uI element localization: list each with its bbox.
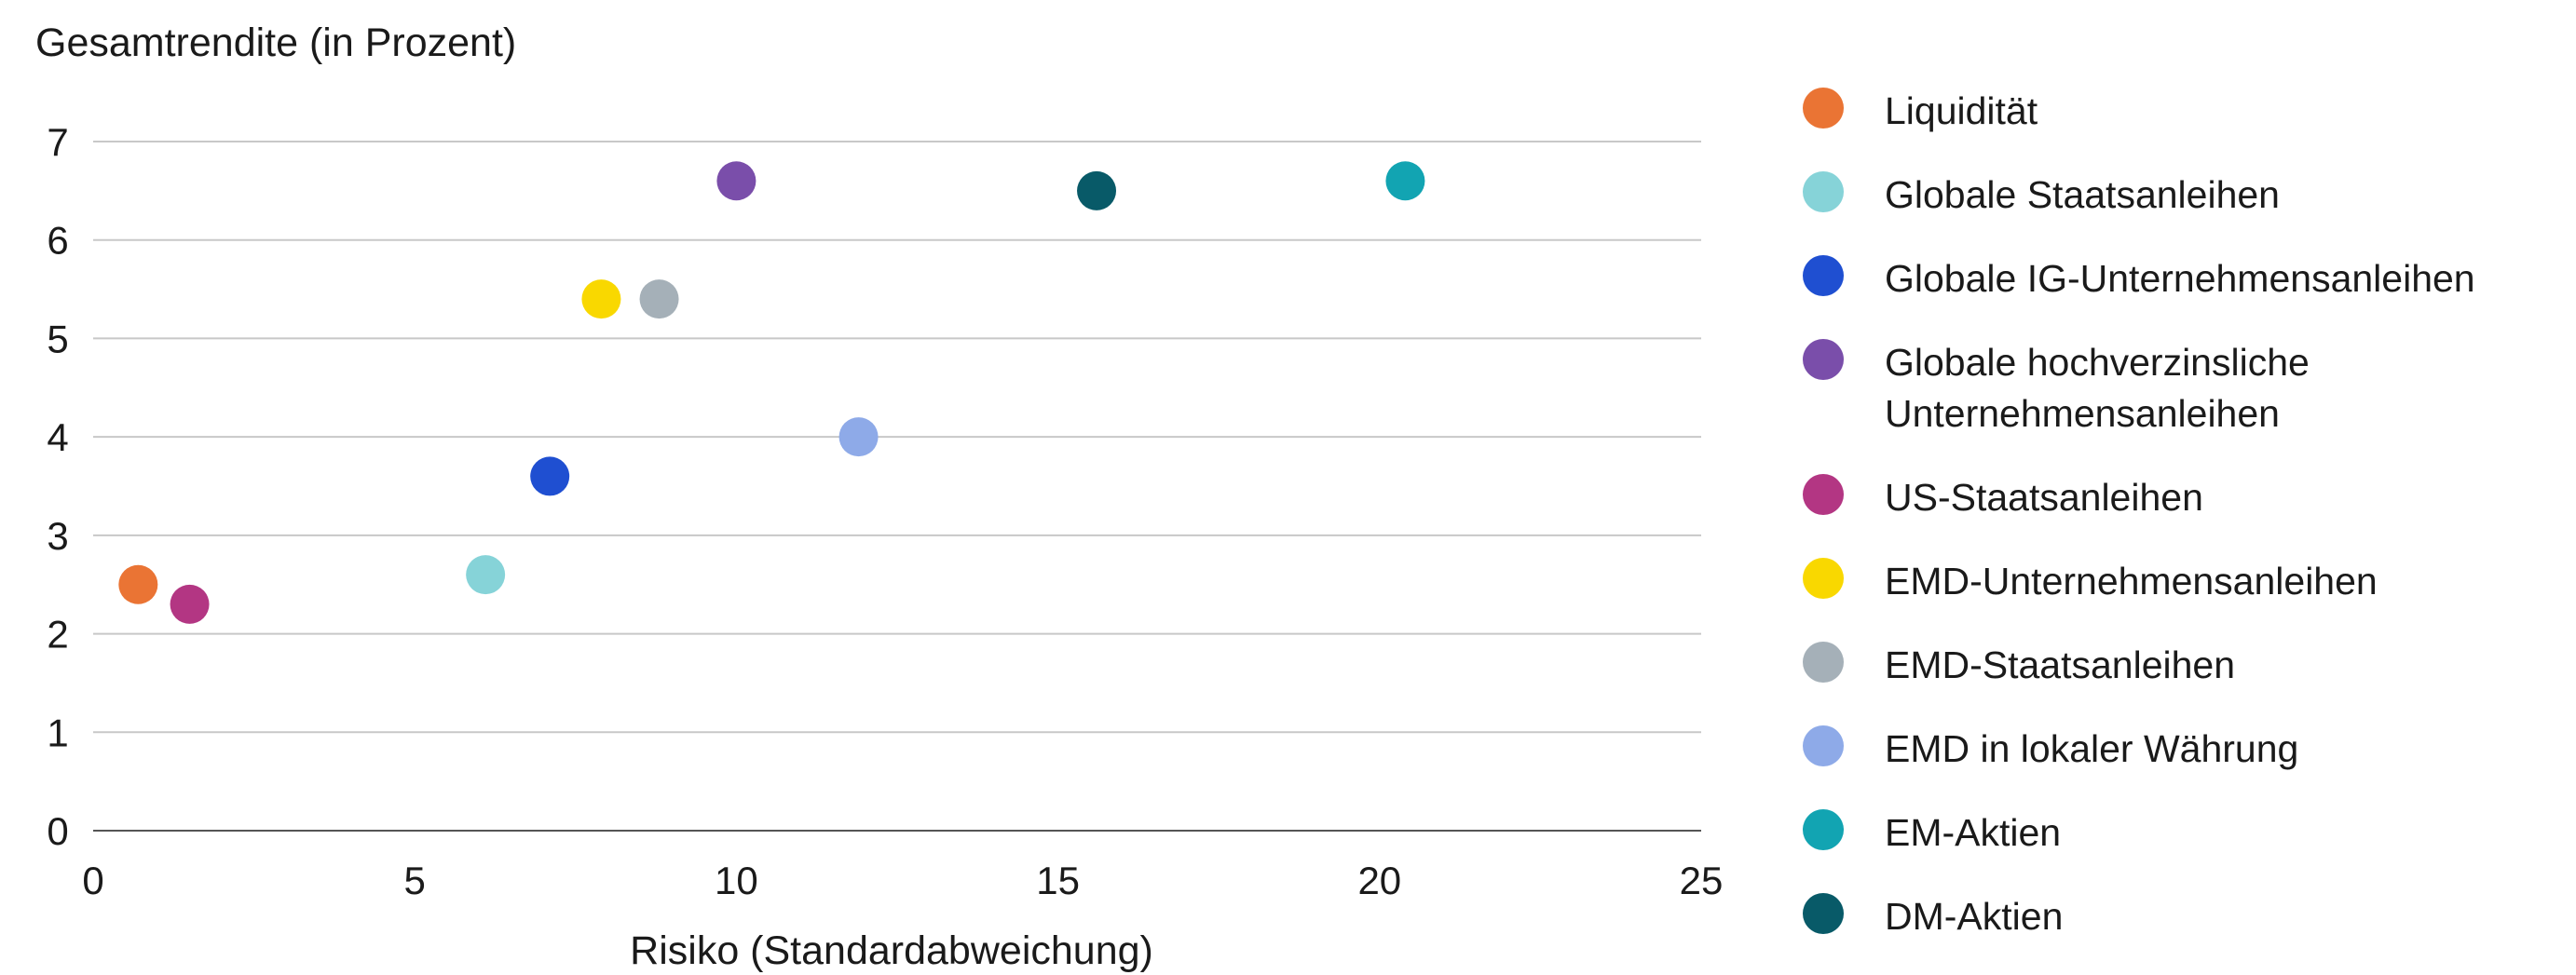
legend-item: US-Staatsanleihen (1803, 472, 2567, 523)
scatter-chart: Gesamtrendite (in Prozent) 0 1 2 3 4 5 6 7 0 5 10… (35, 20, 1723, 973)
legend-swatch (1803, 725, 1844, 766)
legend-item: Globale hochverzinsliche Unternehmensanl… (1803, 337, 2567, 440)
data-point-0 (118, 564, 158, 604)
legend-swatch (1803, 339, 1844, 380)
data-point-2 (530, 456, 570, 496)
x-tick-label: 10 (715, 859, 758, 902)
data-point-4 (170, 584, 210, 624)
y-tick-label: 6 (47, 219, 68, 263)
legend-item: Globale IG-Unternehmensanleihen (1803, 253, 2567, 305)
legend-label: DM-Aktien (1885, 895, 2064, 938)
legend-item: EMD in lokaler Währung (1803, 724, 2567, 775)
y-tick-label: 2 (47, 613, 68, 657)
legend-swatch (1803, 809, 1844, 850)
data-point-9 (1077, 170, 1117, 210)
legend-swatch (1803, 558, 1844, 599)
x-tick-label: 5 (404, 859, 426, 902)
x-tick-label: 15 (1036, 859, 1080, 902)
legend-label: US-Staatsanleihen (1885, 476, 2203, 519)
data-point-7 (838, 417, 879, 457)
legend-item: EM-Aktien (1803, 807, 2567, 859)
legend-label: EMD-Unternehmensanleihen (1885, 560, 2378, 603)
legend-label: Globale hochverzinsliche Unternehmensanl… (1885, 341, 2310, 435)
data-points (118, 161, 1425, 624)
chart-title: Gesamtrendite (in Prozent) (35, 20, 516, 65)
legend: Liquidität Globale Staatsanleihen Globale … (1803, 86, 2567, 975)
gridlines (93, 141, 1701, 734)
legend-swatch (1803, 88, 1844, 129)
x-axis-label: Risiko (Standardabweichung) (630, 928, 1153, 973)
y-tick-label: 5 (47, 317, 68, 360)
data-point-8 (1385, 161, 1425, 201)
x-tick-label: 0 (82, 859, 103, 902)
data-point-6 (639, 279, 679, 319)
legend-label: Liquidität (1885, 89, 2038, 132)
legend-item: DM-Aktien (1803, 891, 2567, 942)
legend-item: Globale Staatsanleihen (1803, 169, 2567, 221)
legend-item: Liquidität (1803, 86, 2567, 137)
legend-swatch (1803, 474, 1844, 515)
legend-label: EMD-Staatsanleihen (1885, 643, 2236, 686)
legend-item: EMD-Staatsanleihen (1803, 640, 2567, 691)
legend-label: EM-Aktien (1885, 811, 2062, 854)
legend-label: Globale Staatsanleihen (1885, 173, 2280, 216)
legend-item: EMD-Unternehmensanleihen (1803, 556, 2567, 607)
x-axis-ticks: 0 5 10 15 20 25 (82, 859, 1723, 902)
y-tick-label: 3 (47, 514, 68, 558)
y-axis-ticks: 0 1 2 3 4 5 6 7 (47, 120, 68, 853)
y-tick-label: 7 (47, 120, 68, 164)
legend-label: Globale IG-Unternehmensanleihen (1885, 257, 2475, 300)
data-point-3 (716, 161, 756, 201)
data-point-1 (466, 555, 506, 595)
y-tick-label: 4 (47, 415, 68, 459)
x-tick-label: 25 (1680, 859, 1724, 902)
y-tick-label: 1 (47, 711, 68, 754)
x-tick-label: 20 (1357, 859, 1401, 902)
legend-swatch (1803, 642, 1844, 683)
legend-label: EMD in lokaler Währung (1885, 727, 2299, 770)
data-point-5 (581, 279, 621, 319)
legend-swatch (1803, 893, 1844, 934)
legend-swatch (1803, 255, 1844, 296)
y-tick-label: 0 (47, 809, 68, 853)
legend-swatch (1803, 171, 1844, 212)
